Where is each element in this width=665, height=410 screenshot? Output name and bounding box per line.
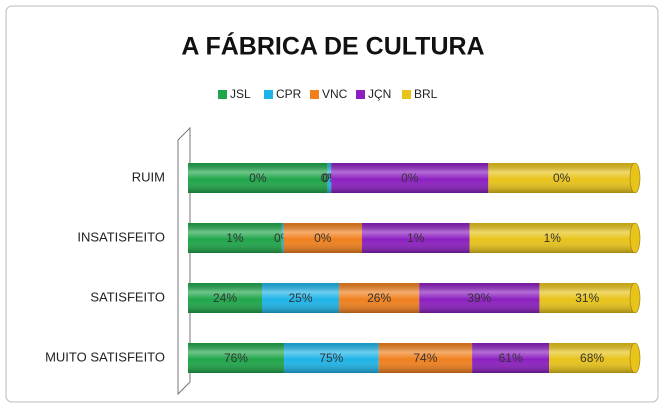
value-label: 0%: [249, 171, 267, 185]
bar-shade: [549, 343, 635, 373]
bar-shade: [539, 283, 635, 313]
bar-shade: [188, 223, 282, 253]
value-label: 0%: [553, 171, 571, 185]
value-label: 25%: [289, 291, 313, 305]
bar-shade: [488, 163, 635, 193]
value-label: 0%: [314, 231, 332, 245]
bar-cap: [629, 342, 641, 374]
bar-cap: [629, 282, 641, 314]
bar-shade: [331, 163, 489, 193]
category-label: SATISFEITO: [90, 289, 165, 304]
value-label: 31%: [575, 291, 599, 305]
value-label: 26%: [367, 291, 391, 305]
axis-wall: [177, 126, 191, 396]
bar-shade: [283, 223, 363, 253]
value-label: 75%: [319, 351, 343, 365]
chart-title: A FÁBRICA DE CULTURA: [181, 32, 484, 61]
legend-swatch: [218, 90, 227, 99]
value-label: 1%: [226, 231, 244, 245]
legend-swatch: [402, 90, 411, 99]
bar-cap: [629, 162, 641, 194]
value-label: 0%: [401, 171, 419, 185]
bar-shade: [472, 343, 550, 373]
value-label: 1%: [544, 231, 562, 245]
value-label: 68%: [580, 351, 604, 365]
legend-label: VNC: [322, 87, 348, 101]
legend-label: JÇN: [368, 87, 391, 101]
category-label: RUIM: [132, 169, 165, 184]
legend-label: BRL: [414, 87, 438, 101]
legend-swatch: [310, 90, 319, 99]
bar-shade: [281, 223, 284, 253]
category-label: INSATISFEITO: [77, 229, 165, 244]
bar-shade: [327, 163, 332, 193]
legend-label: CPR: [276, 87, 302, 101]
bar-shade: [362, 223, 470, 253]
category-label: MUITO SATISFEITO: [45, 349, 165, 364]
value-label: 76%: [224, 351, 248, 365]
bar-shade: [378, 343, 473, 373]
bar-shade: [419, 283, 540, 313]
bar-shade: [188, 283, 262, 313]
legend-label: JSL: [230, 87, 251, 101]
chart-frame: [5, 5, 659, 403]
value-label: 24%: [213, 291, 237, 305]
value-label: 61%: [499, 351, 523, 365]
bar-shade: [261, 283, 340, 313]
bar-cap: [629, 222, 641, 254]
value-label: 1%: [407, 231, 425, 245]
legend-swatch: [356, 90, 365, 99]
bar-shade: [339, 283, 420, 313]
bar-shade: [188, 343, 284, 373]
value-label: 39%: [467, 291, 491, 305]
bar-shade: [188, 163, 328, 193]
bar-shade: [283, 343, 379, 373]
bar-shade: [469, 223, 635, 253]
legend-swatch: [264, 90, 273, 99]
value-label: 74%: [413, 351, 437, 365]
